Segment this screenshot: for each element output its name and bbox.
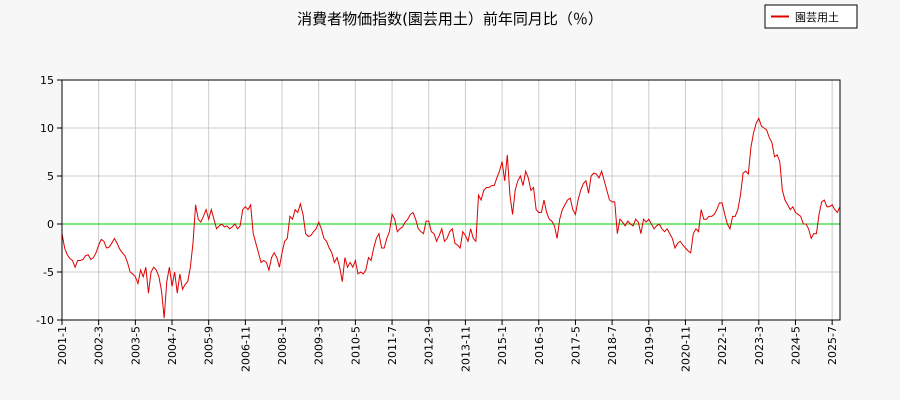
y-tick-label: 10 (40, 122, 54, 135)
x-tick-label: 2011-7 (386, 326, 399, 365)
y-tick-label: -10 (36, 314, 54, 327)
plot-border (61, 79, 841, 321)
x-tick-label: 2022-1 (716, 326, 729, 365)
x-tick-label: 2003-5 (129, 326, 142, 365)
x-tick-label: 2004-7 (166, 326, 179, 365)
y-tick-label: 0 (47, 218, 54, 231)
x-tick-label: 2013-11 (459, 326, 472, 372)
x-tick-label: 2012-9 (423, 326, 436, 365)
x-tick-label: 2010-5 (349, 326, 362, 365)
x-tick-label: 2024-5 (789, 326, 802, 365)
x-tick-label: 2002-3 (93, 326, 106, 365)
y-tick-label: 5 (47, 170, 54, 183)
x-tick-label: 2018-7 (606, 326, 619, 365)
x-tick-label: 2006-11 (239, 326, 252, 372)
x-tick-label: 2016-3 (533, 326, 546, 365)
x-tick-label: 2019-9 (643, 326, 656, 365)
x-tick-label: 2025-7 (826, 326, 839, 365)
y-tick-label: 15 (40, 74, 54, 87)
plot-area (62, 80, 840, 320)
data-line (61, 117, 841, 319)
chart-title: 消費者物価指数(園芸用土）前年同月比（％） (297, 10, 603, 28)
x-tick-label: 2001-1 (56, 326, 69, 365)
x-tick-label: 2017-5 (569, 326, 582, 365)
x-tick-label: 2005-9 (203, 326, 216, 365)
legend-box (764, 4, 858, 29)
x-tick-label: 2023-3 (753, 326, 766, 365)
x-tick-label: 2020-11 (679, 326, 692, 372)
x-tick-label: 2009-3 (313, 326, 326, 365)
x-tick-label: 2008-1 (276, 326, 289, 365)
y-tick-label: -5 (43, 266, 54, 279)
legend-label: 園芸用土 (795, 11, 839, 24)
x-tick-label: 2015-1 (496, 326, 509, 365)
